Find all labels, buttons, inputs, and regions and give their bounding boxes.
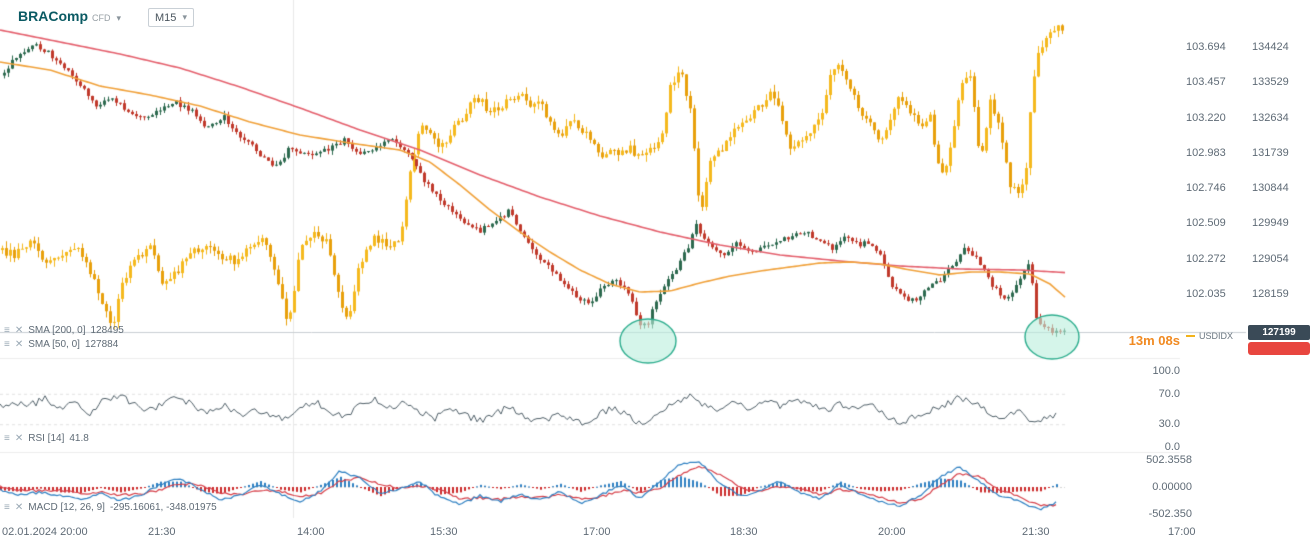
legend-macd: ≡ ✕ MACD [12, 26, 9] -295.16061, -348.01… <box>4 501 217 514</box>
time-axis-label: 15:30 <box>430 526 458 538</box>
timeframe-label: M15 <box>155 11 177 24</box>
price-axis-label-right: 129949 <box>1252 217 1289 230</box>
indicator-remove-icon[interactable]: ✕ <box>14 432 24 444</box>
current-price-badge: 127199 <box>1248 325 1310 340</box>
price-axis-label-right: 132634 <box>1252 111 1289 124</box>
indicator-remove-icon[interactable]: ✕ <box>14 324 24 336</box>
price-axis-label-left: 102.272 <box>1186 252 1226 265</box>
candle-countdown: 13m 08s <box>1128 333 1180 348</box>
chevron-down-icon: ▾ <box>182 12 187 22</box>
price-axis-label-left: 102.746 <box>1186 182 1226 195</box>
price-axis-label-right: 129054 <box>1252 252 1289 265</box>
price-axis-label-left: 102.035 <box>1186 287 1226 300</box>
chevron-down-icon: ▾ <box>116 13 122 23</box>
macd-axis-label: 0.00000 <box>1152 481 1192 493</box>
time-axis-label: 17:00 <box>1168 526 1196 538</box>
time-axis-label: 17:00 <box>583 526 611 538</box>
macd-axis-label: -502.350 <box>1148 508 1192 520</box>
time-axis-label: 20:00 <box>878 526 906 538</box>
indicator-settings-icon[interactable]: ≡ <box>4 432 10 444</box>
price-axis-label-left: 103.694 <box>1186 41 1226 53</box>
legend-sma50: ≡ ✕ SMA [50, 0] 127884 <box>4 338 118 351</box>
time-axis-label: 21:30 <box>148 526 176 538</box>
overlay-symbol-legend: USDIDX <box>1186 331 1233 341</box>
rsi-axis-label: 30.0 <box>1158 418 1180 430</box>
rsi-axis-label: 100.0 <box>1152 365 1180 377</box>
overlay-symbol-label: USDIDX <box>1199 331 1234 341</box>
price-axis-label-right: 128159 <box>1252 287 1289 300</box>
macd-axis-label: 502.3558 <box>1146 454 1192 466</box>
time-axis-label: 14:00 <box>297 526 325 538</box>
timeframe-dropdown[interactable]: M15 ▾ <box>148 8 194 27</box>
legend-value: -295.16061, -348.01975 <box>109 502 217 513</box>
price-axis-label-left: 102.983 <box>1186 146 1226 159</box>
legend-rsi: ≡ ✕ RSI [14] 41.8 <box>4 432 89 445</box>
price-axis-label-left: 103.457 <box>1186 76 1226 89</box>
indicator-remove-icon[interactable]: ✕ <box>14 338 24 350</box>
legend-label: MACD [12, 26, 9] <box>28 502 105 513</box>
time-axis-label: 02.01.2024 20:00 <box>2 526 88 538</box>
indicator-settings-icon[interactable]: ≡ <box>4 501 10 513</box>
legend-value: 127884 <box>84 339 119 350</box>
price-axis-label-left: 103.220 <box>1186 111 1226 124</box>
time-axis-label: 21:30 <box>1022 526 1050 538</box>
price-axis-label-right: 133529 <box>1252 76 1289 89</box>
legend-label: RSI [14] <box>28 433 65 444</box>
indicator-remove-icon[interactable]: ✕ <box>14 501 24 513</box>
legend-value: 128495 <box>90 325 124 336</box>
legend-label: SMA [200, 0] <box>28 325 86 336</box>
rsi-axis-label: 0.0 <box>1164 441 1180 453</box>
instrument-selector[interactable]: BRAComp CFD ▾ <box>18 8 121 24</box>
rsi-axis-label: 70.0 <box>1158 388 1180 400</box>
overlay-color-marker-icon <box>1186 335 1195 337</box>
price-axis-label-right: 131739 <box>1252 146 1289 159</box>
legend-sma200: ≡ ✕ SMA [200, 0] 128495 <box>4 324 124 337</box>
price-axis-label-left: 102.509 <box>1186 217 1226 230</box>
legend-value: 41.8 <box>69 433 89 444</box>
sell-price-badge <box>1248 342 1310 355</box>
price-axis-label-right: 134424 <box>1252 41 1289 53</box>
indicator-settings-icon[interactable]: ≡ <box>4 324 10 336</box>
instrument-name: BRAComp <box>18 8 88 24</box>
instrument-type-label: CFD <box>92 13 111 23</box>
indicator-settings-icon[interactable]: ≡ <box>4 338 10 350</box>
legend-label: SMA [50, 0] <box>28 339 80 350</box>
price-axis-label-right: 130844 <box>1252 182 1289 195</box>
time-axis-label: 18:30 <box>730 526 758 538</box>
